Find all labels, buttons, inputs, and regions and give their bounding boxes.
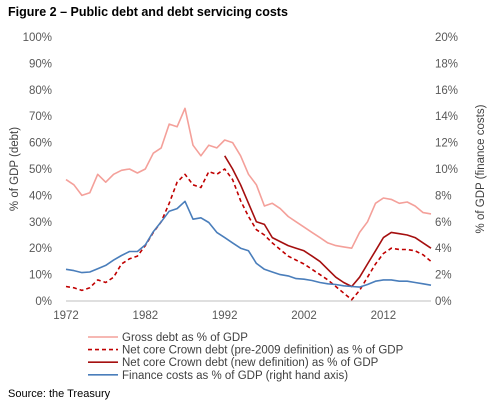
y2-tick-label: 10% [435, 164, 458, 176]
chart-series [65, 107, 432, 301]
y-tick-label: 80% [29, 85, 52, 97]
series-line-1 [65, 107, 432, 249]
chart-axes: 0% 10% 20% 30% 40% 50% 60% 70% 80% 90% 100% 0% 2% 4% 6… [9, 32, 487, 322]
y2-tick-label: 14% [435, 111, 458, 123]
y2-tick-label: 0% [435, 296, 452, 308]
y-tick-label: 60% [29, 138, 52, 150]
y-tick-label: 40% [29, 190, 52, 202]
series-line-4 [65, 200, 432, 288]
y-tick-label: 0% [35, 296, 52, 308]
x-tick-label: 2002 [291, 310, 317, 322]
y2-tick-label: 4% [435, 243, 452, 255]
series-line-3 [224, 155, 432, 288]
y-tick-label: 50% [29, 164, 52, 176]
y-tick-label: 30% [29, 217, 52, 229]
source-note: Source: the Treasury [8, 388, 111, 400]
y-tick-label: 90% [29, 58, 52, 70]
legend-label-4: Finance costs as % of GDP (right hand ax… [122, 370, 348, 382]
legend-label-3: Net core Crown debt (new definition) as … [122, 357, 379, 369]
y2-tick-label: 16% [435, 85, 458, 97]
x-tick-label: 1992 [212, 310, 238, 322]
legend-label-1: Gross debt as % of GDP [122, 332, 248, 344]
y-tick-label: 70% [29, 111, 52, 123]
y2-axis-label: % of GDP (finance costs) [475, 104, 487, 233]
y2-tick-label: 18% [435, 58, 458, 70]
y-tick-label: 20% [29, 243, 52, 255]
y-axis-label: % of GDP (debt) [9, 127, 21, 211]
figure-title: Figure 2 – Public debt and debt servicin… [8, 5, 288, 19]
x-tick-label: 1982 [133, 310, 159, 322]
y2-tick-label: 6% [435, 217, 452, 229]
y-tick-label: 10% [29, 270, 52, 282]
x-tick-label: 2012 [371, 310, 397, 322]
series-line-2 [65, 168, 432, 301]
y2-tick-label: 20% [435, 32, 458, 44]
legend-label-2: Net core Crown debt (pre-2009 definition… [122, 345, 404, 357]
y2-tick-label: 2% [435, 270, 452, 282]
x-tick-label: 1972 [53, 310, 79, 322]
y2-tick-label: 12% [435, 138, 458, 150]
y-tick-label: 100% [23, 32, 52, 44]
y2-tick-label: 8% [435, 190, 452, 202]
